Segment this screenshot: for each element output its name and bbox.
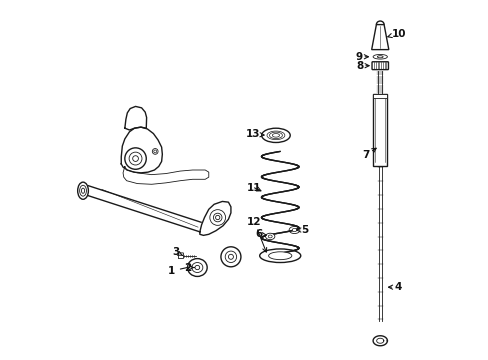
Ellipse shape [80, 185, 86, 196]
Circle shape [129, 152, 142, 165]
Circle shape [209, 210, 225, 225]
Ellipse shape [292, 228, 296, 231]
Ellipse shape [372, 54, 386, 59]
Ellipse shape [268, 252, 291, 260]
Ellipse shape [81, 188, 84, 193]
Ellipse shape [261, 128, 290, 143]
Text: 2: 2 [183, 262, 194, 273]
Text: 12: 12 [247, 217, 266, 252]
Text: 1: 1 [167, 266, 189, 276]
Polygon shape [124, 107, 146, 130]
Circle shape [215, 215, 220, 220]
Ellipse shape [265, 233, 274, 240]
Ellipse shape [288, 226, 299, 234]
Ellipse shape [259, 249, 300, 262]
Polygon shape [121, 127, 162, 173]
Ellipse shape [187, 258, 207, 276]
Polygon shape [123, 166, 208, 184]
Circle shape [213, 213, 222, 222]
Ellipse shape [268, 235, 272, 238]
Text: 10: 10 [387, 28, 405, 39]
Circle shape [132, 156, 138, 161]
Text: 13: 13 [245, 129, 264, 139]
Polygon shape [200, 202, 230, 235]
Ellipse shape [78, 182, 88, 199]
Ellipse shape [195, 265, 199, 270]
Ellipse shape [191, 262, 203, 273]
Polygon shape [88, 186, 205, 234]
Circle shape [225, 251, 236, 262]
Text: 6: 6 [255, 229, 266, 239]
Circle shape [124, 148, 146, 169]
Text: 7: 7 [362, 148, 375, 160]
Circle shape [228, 254, 233, 259]
Text: 9: 9 [354, 52, 367, 62]
Text: 5: 5 [296, 225, 307, 235]
Text: 8: 8 [355, 61, 368, 71]
Bar [372, 94, 386, 98]
Text: 11: 11 [247, 183, 261, 193]
Polygon shape [371, 24, 388, 50]
Text: 4: 4 [387, 282, 401, 292]
FancyBboxPatch shape [178, 253, 183, 258]
Circle shape [221, 247, 241, 267]
FancyBboxPatch shape [371, 62, 387, 69]
Ellipse shape [377, 56, 382, 58]
Circle shape [152, 149, 158, 154]
Circle shape [153, 150, 156, 153]
Text: 3: 3 [172, 247, 182, 257]
Bar [373, 94, 386, 166]
